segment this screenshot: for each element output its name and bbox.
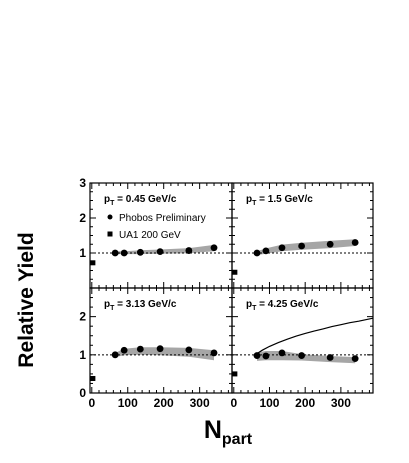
pt-subscript: T	[110, 305, 115, 312]
x-tick-label: 0	[88, 396, 95, 410]
y-tick-label: 2	[79, 310, 86, 324]
pt-label: pT = 0.45 GeV/c	[104, 194, 177, 207]
pt-label: pT = 3.13 GeV/c	[104, 299, 177, 312]
phobos-point	[326, 240, 334, 248]
panel-pt-4.25: pT = 4.25 GeV/c 0 100 200 300	[230, 287, 374, 410]
y-tick-label: 1	[79, 246, 86, 260]
phobos-point	[185, 346, 193, 354]
y-tick-label: 0	[79, 386, 86, 400]
panel-pt-3.13: pT = 3.13 GeV/c 0 1 2 0 100 200 300	[79, 287, 233, 410]
legend: Phobos Preliminary UA1 200 GeV	[107, 213, 206, 241]
phobos-point	[156, 345, 164, 353]
y-tick-label: 1	[79, 348, 86, 362]
pt-value: = 3.13 GeV/c	[114, 299, 176, 310]
pt-value: = 0.45 GeV/c	[114, 194, 176, 205]
x-tick-label: 100	[259, 396, 279, 410]
phobos-point	[351, 239, 359, 246]
pt-subscript: T	[252, 200, 257, 207]
ua1-point	[232, 269, 238, 275]
theory-curve	[254, 317, 374, 356]
phobos-point	[156, 248, 164, 256]
x-tick-label: 300	[331, 396, 351, 410]
systematic-band	[115, 347, 214, 361]
x-tick-label: 200	[295, 396, 315, 410]
phobos-point	[120, 249, 128, 257]
x-tick-label: 0	[230, 396, 237, 410]
phobos-point	[262, 352, 270, 360]
pt-subscript: T	[110, 200, 115, 207]
systematic-band	[257, 351, 356, 364]
x-tick-label: 300	[190, 396, 210, 410]
phobos-point	[278, 244, 286, 252]
phobos-point	[111, 351, 119, 359]
pt-value: = 4.25 GeV/c	[256, 299, 318, 310]
ua1-point	[90, 375, 96, 381]
legend-phobos-label: Phobos Preliminary	[119, 213, 206, 224]
legend-ua1-marker	[107, 231, 113, 237]
x-axis-label-main: N	[204, 416, 222, 444]
phobos-point	[262, 247, 270, 255]
phobos-point	[278, 349, 286, 357]
y-tick-label: 3	[79, 176, 86, 190]
phobos-point	[185, 247, 193, 254]
phobos-point	[136, 248, 144, 256]
pt-symbol: p	[246, 299, 252, 310]
pt-value: = 1.5 GeV/c	[256, 194, 313, 205]
legend-phobos-marker	[107, 214, 113, 220]
y-tick-label: 2	[79, 211, 86, 225]
panel-frame	[231, 287, 374, 394]
phobos-point	[298, 352, 306, 359]
x-tick-label: 200	[154, 396, 174, 410]
pt-symbol: p	[246, 194, 252, 205]
x-tick-label: 100	[118, 396, 138, 410]
phobos-point	[111, 249, 119, 257]
pt-symbol: p	[104, 194, 110, 205]
phobos-point	[253, 249, 261, 257]
x-axis-label: Npart	[204, 416, 253, 448]
y-axis-label: Relative Yield	[15, 232, 38, 367]
phobos-point	[298, 242, 306, 250]
phobos-point	[210, 244, 218, 252]
x-axis-label-sub: part	[222, 431, 253, 448]
pt-subscript: T	[252, 305, 257, 312]
legend-ua1-label: UA1 200 GeV	[119, 230, 181, 241]
pt-symbol: p	[104, 299, 110, 310]
phobos-point	[351, 355, 359, 363]
phobos-point	[253, 352, 261, 359]
phobos-point	[136, 345, 144, 353]
panel-pt-1.5: pT = 1.5 GeV/c	[231, 182, 374, 289]
pt-label: pT = 1.5 GeV/c	[246, 194, 313, 207]
pt-label: pT = 4.25 GeV/c	[246, 299, 319, 312]
ua1-point	[90, 260, 96, 266]
phobos-point	[210, 349, 218, 357]
phobos-point	[120, 346, 128, 354]
phobos-point	[326, 354, 334, 361]
